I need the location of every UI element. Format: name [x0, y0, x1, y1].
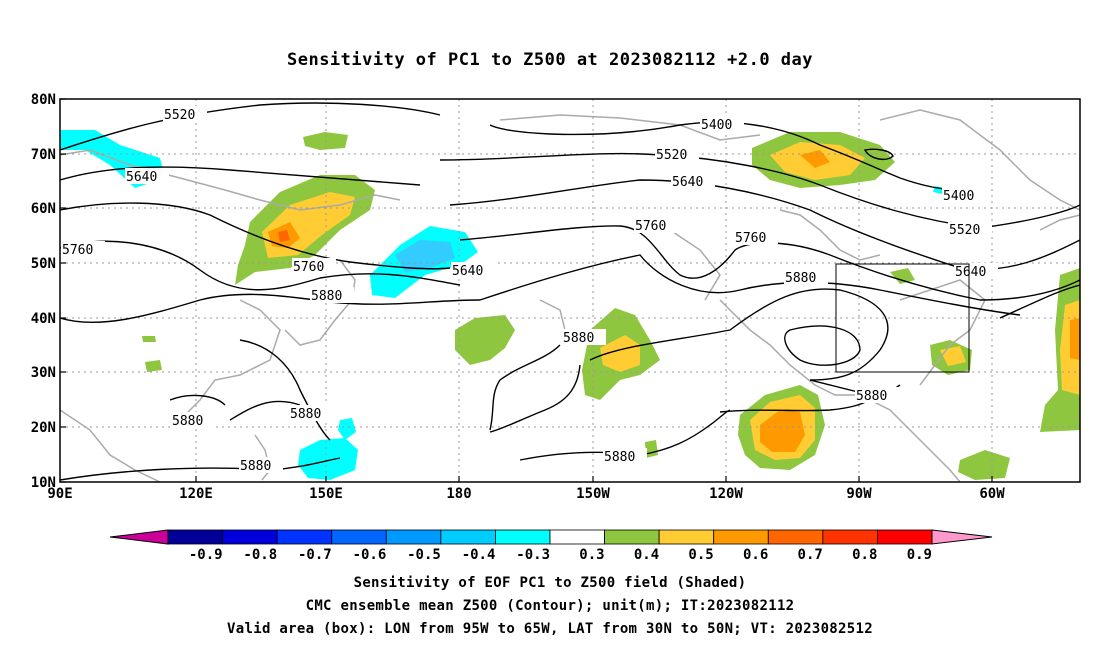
- colorbar-swatch: [276, 529, 333, 545]
- contour-label: 5880: [856, 389, 887, 404]
- colorbar-right-arrow: [931, 529, 993, 545]
- lon-label: 150E: [309, 486, 343, 502]
- contour-label: 5640: [126, 170, 157, 185]
- shade-positive: [145, 360, 162, 372]
- colorbar-tick-label: -0.4: [462, 547, 496, 563]
- contour-layer: [60, 102, 1080, 481]
- lat-label: 80N: [31, 92, 56, 108]
- contour-label: 5400: [701, 118, 732, 133]
- shade-positive: [940, 346, 966, 366]
- contour-label: 5520: [949, 223, 980, 238]
- colorbar-tick-label: 0.4: [634, 547, 659, 563]
- coastline-layer: [60, 109, 1080, 482]
- colorbar-swatch: [549, 529, 605, 545]
- tick-marks: [60, 98, 993, 483]
- lat-label: 20N: [31, 420, 56, 436]
- contour-label: 5880: [785, 271, 816, 286]
- lon-label: 180: [446, 486, 471, 502]
- contour-labels: 5520 5640 5760 5760 5880 5400 5520 5640 …: [61, 106, 998, 474]
- shade-positive: [600, 335, 640, 372]
- contour-label: 5520: [164, 108, 195, 123]
- shade-negative: [338, 418, 356, 440]
- map-title: Sensitivity of PC1 to Z500 at 2023082112…: [286, 50, 813, 70]
- contour-label: 5880: [240, 459, 271, 474]
- colorbar-tick-label: -0.5: [407, 547, 441, 563]
- colorbar-swatch: [767, 529, 824, 545]
- colorbar-tick-label: 0.8: [852, 547, 877, 563]
- contour-label: 5760: [62, 243, 93, 258]
- colorbar-tick-label: 0.6: [743, 547, 768, 563]
- colorbar-swatch: [167, 529, 223, 545]
- contour-label: 5520: [656, 148, 687, 163]
- colorbar-tick-label: -0.6: [353, 547, 387, 563]
- contour-label: 5880: [290, 407, 321, 422]
- contour-label: 5640: [452, 264, 483, 279]
- contour-label: 5760: [293, 260, 324, 275]
- map-frame: [59, 98, 1081, 483]
- contour-label: 5760: [635, 219, 666, 234]
- colorbar-left-arrow: [109, 529, 169, 545]
- valid-area-box: [835, 263, 970, 373]
- lon-label: 90E: [47, 486, 72, 502]
- lon-label: 60W: [979, 486, 1005, 502]
- shading-layer: [60, 130, 1080, 480]
- contour-label: 5880: [172, 414, 203, 429]
- caption-line-2: CMC ensemble mean Z500 (Contour); unit(m…: [305, 598, 795, 614]
- shade-positive: [760, 410, 805, 452]
- lon-label: 90W: [846, 486, 872, 502]
- shade-negative: [395, 240, 455, 272]
- colorbar-tick-label: -0.9: [189, 547, 223, 563]
- colorbar-swatch: [440, 529, 496, 545]
- colorbar-swatch: [877, 529, 933, 545]
- lon-label: 150W: [576, 486, 610, 502]
- colorbar-swatch: [658, 529, 715, 545]
- caption-line-1: Sensitivity of EOF PC1 to Z500 field (Sh…: [353, 575, 747, 591]
- colorbar-swatch: [822, 529, 878, 545]
- colorbar-swatch: [495, 529, 551, 545]
- colorbar: -0.9 -0.8 -0.7 -0.6 -0.5 -0.4 -0.3 0.3 0.4 0.5 0.6…: [109, 529, 993, 563]
- lat-label: 10N: [31, 475, 56, 491]
- shade-negative: [298, 438, 358, 480]
- shade-positive: [958, 450, 1010, 480]
- contour-label: 5880: [563, 331, 594, 346]
- lat-label: 30N: [31, 365, 56, 381]
- contour-label: 5400: [943, 189, 974, 204]
- colorbar-swatch: [713, 529, 769, 545]
- shade-positive: [1070, 318, 1080, 360]
- colorbar-tick-label: -0.8: [243, 547, 277, 563]
- shade-positive: [455, 315, 515, 365]
- lon-axis-labels: 90E 120E 150E 180 150W 120W 90W 60W: [47, 486, 1005, 502]
- shade-positive: [890, 268, 915, 284]
- lon-label: 120W: [709, 486, 743, 502]
- lon-label: 120E: [179, 486, 213, 502]
- colorbar-swatch: [385, 529, 442, 545]
- lat-axis-labels: 80N 70N 60N 50N 40N 30N 20N 10N: [31, 92, 56, 491]
- contour-label: 5760: [735, 231, 766, 246]
- contour-label: 5880: [311, 289, 342, 304]
- colorbar-tick-label: -0.7: [298, 547, 332, 563]
- shade-positive: [142, 336, 156, 342]
- colorbar-swatch: [331, 529, 387, 545]
- colorbar-tick-label: 0.9: [907, 547, 932, 563]
- lat-label: 50N: [31, 256, 56, 272]
- lat-label: 40N: [31, 311, 56, 327]
- colorbar-swatch: [604, 529, 660, 545]
- contour-label: 5640: [672, 175, 703, 190]
- contour-label: 5640: [955, 265, 986, 280]
- shade-positive: [278, 230, 290, 242]
- colorbar-tick-label: 0.3: [579, 547, 604, 563]
- colorbar-tick-label: 0.5: [688, 547, 713, 563]
- caption-line-3: Valid area (box): LON from 95W to 65W, L…: [227, 621, 873, 637]
- colorbar-swatch: [222, 529, 278, 545]
- colorbar-tick-label: 0.7: [798, 547, 823, 563]
- lat-label: 70N: [31, 147, 56, 163]
- contour-label: 5880: [604, 450, 635, 465]
- colorbar-tick-label: -0.3: [516, 547, 550, 563]
- lat-label: 60N: [31, 201, 56, 217]
